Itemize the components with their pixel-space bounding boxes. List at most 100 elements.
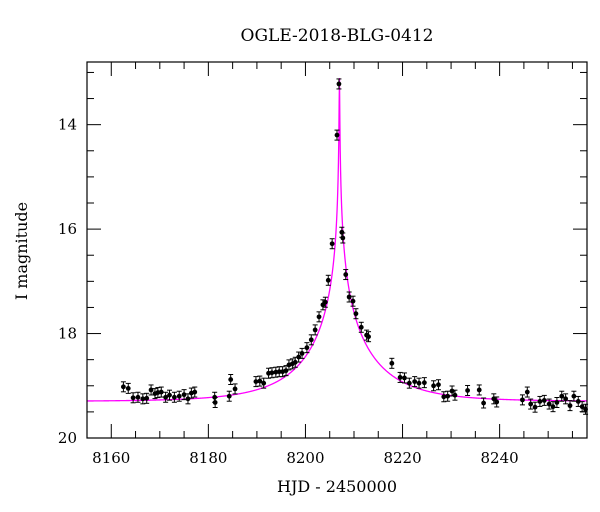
data-point	[435, 379, 441, 391]
data-marker	[571, 393, 577, 399]
data-marker	[436, 382, 441, 388]
data-marker	[135, 394, 141, 400]
data-marker	[465, 388, 470, 393]
data-marker	[253, 379, 259, 384]
data-marker	[257, 378, 263, 384]
data-marker	[261, 380, 267, 386]
data-marker	[340, 235, 346, 241]
data-marker	[163, 394, 169, 400]
data-marker	[532, 404, 538, 410]
data-marker	[316, 314, 322, 320]
x-axis-label: HJD - 2450000	[277, 477, 397, 496]
data-point	[567, 400, 573, 412]
data-marker	[541, 398, 547, 403]
y-tick-label: 20	[58, 429, 77, 447]
data-marker	[494, 399, 500, 405]
data-point	[228, 374, 234, 386]
data-point	[336, 78, 342, 90]
data-marker	[346, 294, 352, 300]
x-tick-label: 8200	[286, 449, 324, 467]
data-marker	[158, 389, 164, 395]
data-point	[532, 401, 538, 413]
data-point	[253, 376, 259, 388]
data-point	[120, 381, 126, 393]
data-marker	[167, 392, 172, 398]
data-point	[401, 372, 407, 384]
data-marker	[416, 380, 422, 386]
data-marker	[269, 370, 275, 376]
data-point	[528, 398, 534, 410]
data-point	[144, 392, 150, 404]
data-point	[181, 389, 187, 401]
data-point	[257, 375, 263, 387]
data-marker	[130, 395, 136, 401]
data-point	[343, 269, 349, 281]
data-marker	[449, 388, 455, 394]
data-marker	[421, 380, 427, 386]
data-marker	[339, 229, 345, 235]
data-marker	[431, 383, 437, 389]
data-point	[316, 311, 322, 323]
data-point	[280, 366, 286, 378]
data-point	[494, 396, 500, 408]
data-marker	[228, 377, 234, 382]
data-points-layer	[120, 78, 589, 415]
data-marker	[445, 393, 451, 399]
data-marker	[554, 400, 560, 405]
data-marker	[397, 375, 403, 380]
data-marker	[476, 387, 482, 393]
data-marker	[366, 334, 371, 340]
data-point	[559, 390, 565, 402]
data-marker	[185, 396, 191, 402]
data-point	[167, 389, 173, 401]
data-marker	[283, 368, 289, 374]
data-marker	[226, 393, 232, 399]
data-marker	[276, 369, 282, 375]
data-marker	[140, 396, 146, 402]
data-point	[465, 384, 471, 396]
data-point	[176, 390, 182, 402]
data-marker	[579, 404, 585, 410]
data-marker	[176, 393, 182, 399]
data-point	[575, 395, 581, 407]
plot-frame	[86, 61, 588, 439]
data-point	[452, 389, 458, 401]
data-marker	[550, 404, 556, 410]
data-point	[340, 232, 346, 244]
data-point	[273, 366, 279, 378]
data-point	[353, 308, 359, 320]
data-point	[158, 386, 164, 398]
data-point	[261, 377, 267, 389]
data-point	[563, 393, 569, 405]
data-marker	[312, 327, 318, 333]
tick-labels-layer: 8160 8180 8200 8220 8240 14 16 18 20	[58, 116, 519, 467]
data-point	[269, 367, 275, 379]
y-tick-label: 18	[58, 325, 77, 343]
data-point	[192, 386, 198, 398]
x-tick-label: 8240	[481, 449, 519, 467]
data-point	[125, 382, 131, 394]
data-point	[412, 376, 418, 388]
data-marker	[171, 394, 177, 400]
data-marker	[232, 386, 238, 392]
data-point	[445, 390, 451, 402]
data-point	[152, 388, 158, 400]
data-marker	[452, 392, 458, 398]
data-point	[358, 321, 364, 333]
data-marker	[334, 132, 340, 138]
data-point	[325, 274, 331, 286]
data-marker	[308, 337, 314, 343]
data-point	[491, 393, 497, 405]
data-point	[329, 238, 335, 250]
data-marker	[148, 387, 154, 393]
data-marker	[304, 345, 310, 351]
data-marker	[292, 359, 298, 365]
data-point	[304, 342, 310, 354]
data-point	[554, 396, 560, 408]
data-point	[312, 324, 318, 336]
data-marker	[524, 389, 530, 395]
data-point	[366, 331, 372, 343]
data-marker	[358, 324, 364, 330]
data-marker	[402, 375, 407, 381]
data-point	[537, 395, 543, 407]
